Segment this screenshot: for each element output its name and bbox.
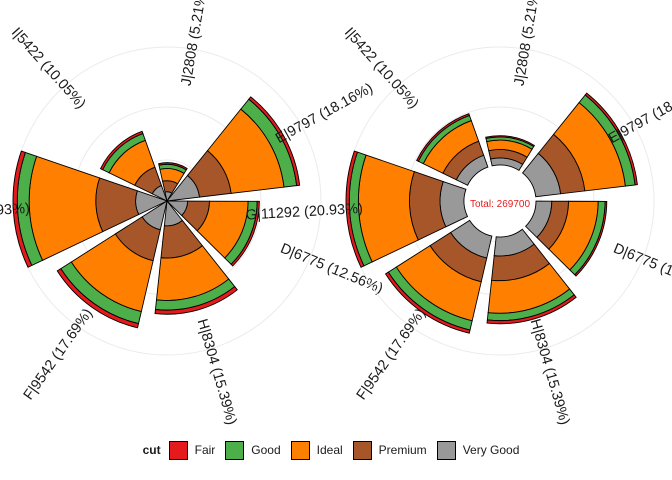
wedge-label-j: J|2808 (5.21%)	[179, 0, 211, 87]
wedge-segment-g-premium	[408, 171, 447, 241]
wedge-segment-g-fair	[12, 150, 33, 268]
wedge-segment-i-fair	[416, 113, 471, 162]
wedge-segment-j-fair	[485, 135, 536, 148]
wedge-segment-g-ideal	[357, 154, 419, 263]
legend-label-ideal: Ideal	[316, 443, 343, 457]
wedge-label-f: F|9542 (17.69%)	[354, 306, 429, 403]
legend-item-very-good: Very Good	[436, 440, 520, 460]
wedge-label-g: G|11292 (20.93%)	[245, 201, 363, 224]
legend-label-fair: Fair	[194, 443, 216, 457]
donut-hole	[465, 166, 535, 236]
legend-swatch-fair	[168, 440, 188, 460]
legend: cut Fair Good Ideal Premium Very Good	[0, 437, 672, 463]
wedge-label-d: D|6775 (12.56%)	[611, 241, 672, 298]
wedge-segment-d-fair	[230, 200, 260, 267]
wedge-label-j: J|2808 (5.21%)	[512, 0, 544, 87]
legend-item-fair: Fair	[168, 440, 216, 460]
wedge-segment-d-fair	[574, 200, 608, 277]
rose-panel-right: E|9797 (18.16%) D|6775 (12.56%) H|8304 (15…	[245, 0, 672, 427]
wedge-segment-e-fair	[248, 96, 301, 187]
wedge-segment-f-fair	[56, 268, 140, 329]
wedge-label-e: E|9797 (18.16%)	[606, 80, 672, 147]
legend-swatch-ideal	[290, 440, 310, 460]
legend-label-very-good: Very Good	[462, 443, 520, 457]
legend-item-ideal: Ideal	[290, 440, 343, 460]
wedge-label-f: F|9542 (17.69%)	[21, 306, 96, 403]
center-total-label: Total: 269700	[470, 199, 530, 210]
legend-label-good: Good	[251, 443, 281, 457]
legend-label-premium: Premium	[378, 443, 427, 457]
wedge-label-i: I|5422 (10.05%)	[8, 25, 89, 112]
wedge-label-h: H|8304 (15.39%)	[527, 317, 573, 426]
wedge-label-h: H|8304 (15.39%)	[194, 317, 240, 426]
wedge-segment-f-fair	[384, 271, 471, 334]
wedge-segment-h-fair	[154, 285, 238, 315]
wedge-segment-i-fair	[99, 130, 144, 171]
wedge-segment-j-fair	[158, 162, 188, 171]
legend-title: cut	[142, 443, 161, 457]
wedge-segment-g-ideal	[28, 155, 104, 261]
legend-swatch-good	[225, 440, 245, 460]
wedge-segment-e-fair	[584, 92, 638, 186]
legend-item-good: Good	[225, 440, 281, 460]
legend-swatch-premium	[352, 440, 372, 460]
legend-swatch-very-good	[436, 440, 456, 460]
wedge-segment-g-fair	[345, 150, 365, 268]
wedge-segment-h-fair	[486, 294, 577, 325]
legend-item-premium: Premium	[352, 440, 427, 460]
